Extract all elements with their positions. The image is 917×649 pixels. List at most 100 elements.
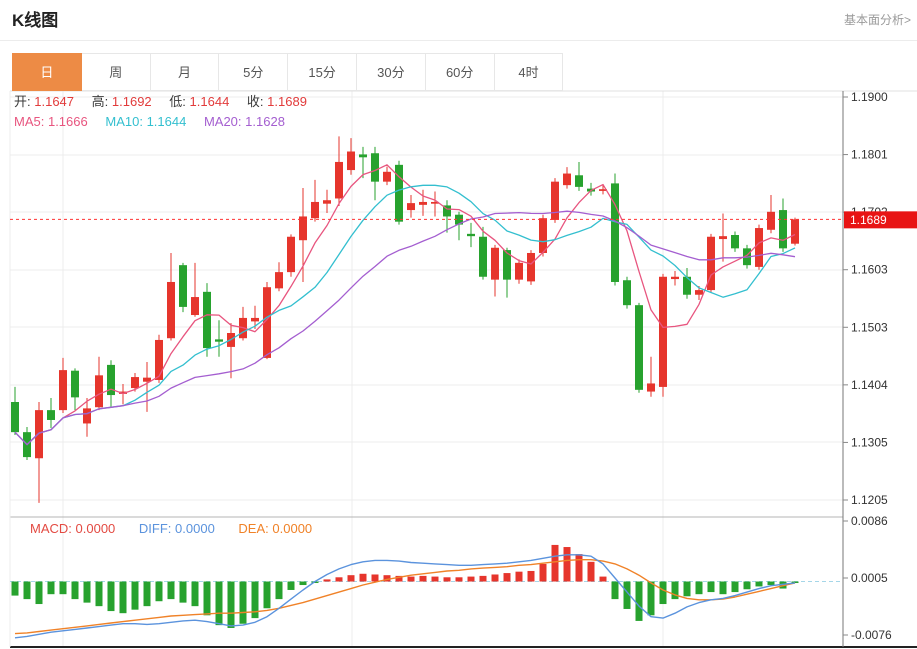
candle-body bbox=[443, 205, 451, 217]
candle-body bbox=[539, 218, 547, 253]
candle-body bbox=[407, 203, 415, 211]
macd-bar bbox=[23, 581, 31, 600]
macd-bar bbox=[515, 571, 523, 582]
macd-bar bbox=[695, 581, 703, 595]
dea-line bbox=[14, 559, 796, 635]
ma5-line bbox=[14, 164, 796, 446]
macd-bar bbox=[167, 581, 175, 600]
candle-body bbox=[107, 364, 115, 396]
period-tab-4时[interactable]: 4时 bbox=[493, 53, 564, 91]
candle-body bbox=[119, 391, 127, 394]
last-price-badge: 1.1689 bbox=[844, 211, 917, 229]
candle-body bbox=[515, 262, 523, 280]
candle-body bbox=[323, 200, 331, 204]
candle-body bbox=[35, 410, 43, 459]
macd-bar bbox=[767, 581, 775, 586]
ma20-line bbox=[14, 210, 796, 446]
macd-bar bbox=[107, 581, 115, 612]
candle-body bbox=[479, 236, 487, 277]
macd-bar bbox=[575, 554, 583, 582]
macd-bar bbox=[335, 577, 343, 582]
candle-body bbox=[347, 151, 355, 171]
macd-bar bbox=[431, 576, 439, 582]
candle-body bbox=[599, 189, 607, 191]
period-tab-周[interactable]: 周 bbox=[80, 53, 151, 91]
period-tab-15分[interactable]: 15分 bbox=[287, 53, 357, 91]
macd-bar bbox=[227, 581, 235, 628]
macd-bar bbox=[683, 581, 691, 597]
candle-body bbox=[335, 161, 343, 199]
macd-bar bbox=[743, 581, 751, 590]
candle-body bbox=[527, 252, 535, 282]
candle-body bbox=[203, 291, 211, 349]
gridlines bbox=[10, 91, 843, 647]
macd-bar bbox=[323, 579, 331, 582]
candle-body bbox=[71, 370, 79, 398]
macd-bar bbox=[527, 570, 535, 582]
candle-body bbox=[683, 276, 691, 295]
period-tab-30分[interactable]: 30分 bbox=[355, 53, 426, 91]
macd-bar bbox=[659, 581, 667, 605]
macd-bar bbox=[251, 581, 259, 619]
macd-bar bbox=[503, 573, 511, 582]
macd-bar bbox=[443, 577, 451, 582]
macd-bar bbox=[155, 581, 163, 602]
candles-layer bbox=[11, 136, 799, 503]
candle-body bbox=[311, 201, 319, 219]
macd-bar bbox=[383, 575, 391, 582]
macd-bar bbox=[791, 581, 799, 584]
candle-body bbox=[671, 276, 679, 280]
macd-bar bbox=[47, 581, 55, 595]
macd-bar bbox=[551, 544, 559, 582]
svg-text:1.1305: 1.1305 bbox=[851, 435, 888, 449]
candle-body bbox=[359, 154, 367, 158]
period-tab-60分[interactable]: 60分 bbox=[424, 53, 495, 91]
candle-body bbox=[707, 236, 715, 291]
candle-body bbox=[575, 175, 583, 187]
macd-bar bbox=[71, 581, 79, 600]
macd-bar bbox=[275, 581, 283, 600]
period-tab-日[interactable]: 日 bbox=[12, 53, 82, 91]
macd-bar bbox=[467, 576, 475, 582]
candle-body bbox=[647, 383, 655, 392]
svg-text:1.1503: 1.1503 bbox=[851, 320, 888, 334]
candle-body bbox=[635, 305, 643, 390]
macd-bar bbox=[35, 581, 43, 605]
macd-bar bbox=[263, 581, 271, 609]
macd-bar bbox=[359, 573, 367, 582]
svg-text:1.1404: 1.1404 bbox=[851, 378, 888, 392]
candle-body bbox=[167, 281, 175, 339]
candle-body bbox=[503, 250, 511, 280]
svg-text:1.1689: 1.1689 bbox=[850, 213, 887, 227]
candle-body bbox=[395, 164, 403, 222]
candle-body bbox=[11, 402, 19, 433]
macd-bar bbox=[599, 576, 607, 582]
title-divider bbox=[0, 40, 917, 41]
macd-bar bbox=[59, 581, 67, 595]
candle-body bbox=[467, 233, 475, 237]
svg-text:-0.0076: -0.0076 bbox=[851, 628, 892, 642]
candle-body bbox=[59, 370, 67, 411]
period-tab-5分[interactable]: 5分 bbox=[218, 53, 289, 91]
svg-text:0.0005: 0.0005 bbox=[851, 571, 888, 585]
macd-bar bbox=[203, 581, 211, 616]
macd-bar bbox=[395, 575, 403, 582]
candle-body bbox=[491, 247, 499, 280]
candle-body bbox=[431, 201, 439, 204]
macd-bar bbox=[719, 581, 727, 595]
candle-body bbox=[611, 183, 619, 282]
svg-text:1.1900: 1.1900 bbox=[851, 90, 888, 104]
candle-body bbox=[695, 290, 703, 295]
period-tabbar: 日周月 5分 15分 30分 60分 4时 bbox=[12, 53, 564, 91]
candle-body bbox=[83, 408, 91, 424]
svg-text:1.1205: 1.1205 bbox=[851, 493, 888, 507]
macd-bar bbox=[407, 576, 415, 582]
period-tab-月[interactable]: 月 bbox=[149, 53, 220, 91]
candle-body bbox=[251, 317, 259, 322]
macd-bar bbox=[455, 577, 463, 582]
fundamental-analysis-link[interactable]: 基本面分析> bbox=[843, 13, 911, 27]
macd-axis-labels: 0.0086 0.0005 -0.0076 bbox=[843, 514, 892, 642]
panel-borders bbox=[9, 90, 917, 648]
macd-bar bbox=[611, 581, 619, 600]
